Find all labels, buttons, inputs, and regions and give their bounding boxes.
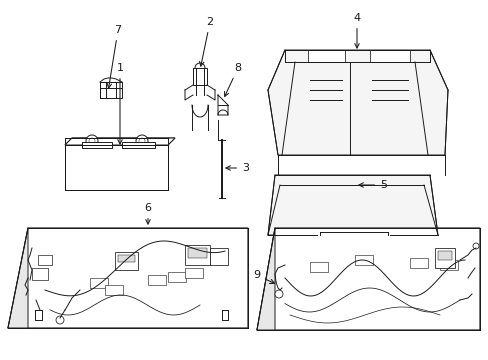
Polygon shape: [193, 68, 206, 85]
Text: 7: 7: [107, 25, 122, 88]
Polygon shape: [65, 138, 175, 145]
Polygon shape: [409, 258, 427, 268]
Polygon shape: [32, 268, 48, 280]
Polygon shape: [168, 272, 185, 282]
Polygon shape: [65, 145, 168, 190]
Circle shape: [86, 135, 98, 147]
Text: 3: 3: [225, 163, 248, 173]
Polygon shape: [307, 50, 345, 62]
Text: 1: 1: [116, 63, 123, 144]
Text: 6: 6: [144, 203, 151, 224]
Polygon shape: [65, 138, 175, 145]
Polygon shape: [38, 255, 52, 265]
Circle shape: [274, 290, 283, 298]
Circle shape: [472, 243, 478, 249]
Polygon shape: [122, 142, 155, 148]
Circle shape: [89, 138, 95, 144]
Polygon shape: [309, 262, 327, 272]
Polygon shape: [267, 175, 437, 235]
Polygon shape: [437, 251, 451, 260]
Polygon shape: [209, 248, 227, 265]
Polygon shape: [257, 228, 274, 330]
Circle shape: [136, 135, 148, 147]
Polygon shape: [267, 50, 447, 155]
Polygon shape: [184, 245, 209, 265]
Polygon shape: [434, 248, 454, 268]
Circle shape: [195, 63, 204, 73]
Polygon shape: [354, 255, 372, 265]
Polygon shape: [8, 228, 28, 328]
Polygon shape: [148, 275, 165, 285]
Text: 9: 9: [252, 270, 274, 283]
Polygon shape: [369, 50, 409, 62]
Circle shape: [139, 138, 145, 144]
Polygon shape: [187, 248, 206, 258]
Polygon shape: [115, 252, 138, 270]
Polygon shape: [118, 255, 135, 262]
Polygon shape: [257, 228, 479, 330]
Polygon shape: [8, 228, 247, 328]
Text: 8: 8: [224, 63, 241, 96]
Polygon shape: [184, 268, 203, 278]
Polygon shape: [439, 260, 457, 270]
Circle shape: [56, 316, 64, 324]
Polygon shape: [90, 278, 108, 288]
Polygon shape: [100, 82, 122, 98]
Text: 2: 2: [199, 17, 213, 66]
Text: 4: 4: [353, 13, 360, 48]
Text: 5: 5: [358, 180, 386, 190]
Polygon shape: [105, 285, 123, 295]
Polygon shape: [82, 142, 112, 148]
